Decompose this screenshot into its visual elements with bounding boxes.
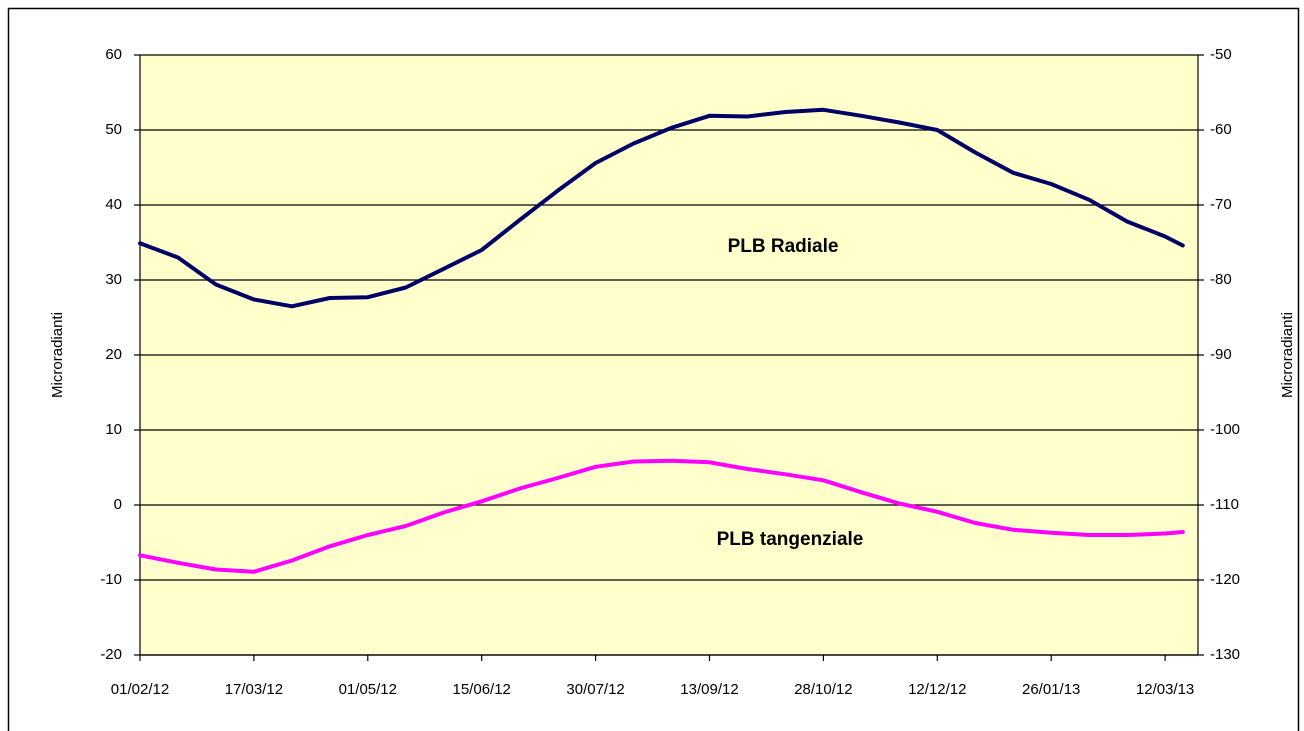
x-tick-label: 17/03/12 <box>225 681 283 698</box>
y2-tick-label: -90 <box>1210 346 1232 363</box>
y-tick-label: 30 <box>105 271 122 288</box>
series-line <box>138 107 1185 309</box>
x-tick-label: 12/03/13 <box>1136 681 1194 698</box>
y2-axis-label: Microradianti <box>1279 312 1296 398</box>
y2-tick-label: -80 <box>1210 271 1232 288</box>
y-tick-label: 10 <box>105 421 122 438</box>
y-tick-label: -20 <box>100 646 122 663</box>
series-line <box>138 458 1185 574</box>
y2-tick-label: -120 <box>1210 571 1240 588</box>
y-tick-label: 20 <box>105 346 122 363</box>
y2-tick-label: -130 <box>1210 646 1240 663</box>
y2-tick-label: -70 <box>1210 196 1232 213</box>
y-tick-label: -10 <box>100 571 122 588</box>
x-tick-label: 15/06/12 <box>453 681 511 698</box>
y2-tick-label: -50 <box>1210 46 1232 63</box>
y2-tick-label: -60 <box>1210 121 1232 138</box>
x-tick-label: 26/01/13 <box>1022 681 1080 698</box>
x-tick-label: 28/10/12 <box>794 681 852 698</box>
x-tick-label: 12/12/12 <box>908 681 966 698</box>
y-tick-label: 0 <box>114 496 122 513</box>
y-tick-label: 60 <box>105 46 122 63</box>
x-tick-label: 01/05/12 <box>339 681 397 698</box>
y-tick-label: 50 <box>105 121 122 138</box>
series-label: PLB tangenziale <box>717 529 864 550</box>
x-tick-label: 01/02/12 <box>111 681 169 698</box>
y2-tick-label: -110 <box>1210 496 1239 513</box>
x-tick-label: 13/09/12 <box>680 681 738 698</box>
y-axis-label: Microradianti <box>49 312 66 398</box>
y2-tick-label: -100 <box>1210 421 1240 438</box>
frame <box>7 7 1300 731</box>
y-tick-label: 40 <box>105 196 122 213</box>
series-label: PLB Radiale <box>728 236 839 257</box>
x-tick-label: 30/07/12 <box>566 681 624 698</box>
